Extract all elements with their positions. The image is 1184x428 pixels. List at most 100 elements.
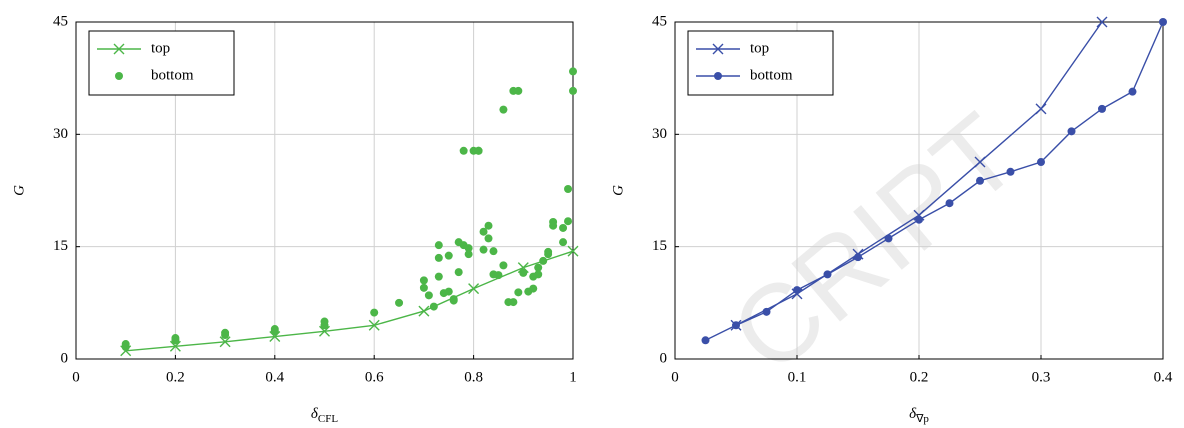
point bbox=[499, 261, 508, 270]
point bbox=[454, 268, 463, 277]
point bbox=[559, 238, 568, 247]
y-axis-label: G bbox=[610, 185, 626, 196]
point bbox=[534, 263, 543, 272]
x-tick-label: 0.4 bbox=[265, 369, 284, 385]
x-tick-label: 0.2 bbox=[910, 369, 929, 385]
point bbox=[459, 146, 468, 155]
point bbox=[424, 291, 433, 300]
plot-frame bbox=[674, 21, 1164, 360]
x-axis-label-symbol: δ bbox=[311, 406, 319, 422]
point bbox=[121, 343, 130, 352]
point bbox=[701, 336, 710, 345]
y-tick-label: 0 bbox=[61, 350, 69, 366]
legend-marker bbox=[113, 43, 125, 55]
y-axis-label: G bbox=[11, 185, 27, 196]
point bbox=[974, 156, 986, 168]
point bbox=[319, 325, 330, 337]
point bbox=[464, 250, 473, 259]
point bbox=[434, 272, 443, 281]
point bbox=[539, 256, 548, 265]
legend-label: bottom bbox=[750, 67, 793, 83]
point bbox=[1128, 87, 1137, 96]
point bbox=[219, 336, 231, 348]
point bbox=[823, 270, 832, 279]
point bbox=[1098, 104, 1106, 113]
point bbox=[509, 298, 518, 307]
point bbox=[395, 298, 404, 307]
point bbox=[559, 223, 568, 232]
point bbox=[567, 245, 579, 257]
point bbox=[368, 319, 380, 331]
plot-frame bbox=[75, 21, 574, 360]
x-tick-label: 0 bbox=[671, 369, 679, 385]
point bbox=[1159, 18, 1167, 26]
y-tick-label: 45 bbox=[652, 13, 667, 29]
point bbox=[370, 308, 379, 317]
point bbox=[569, 67, 577, 76]
point bbox=[449, 296, 458, 305]
point bbox=[544, 247, 553, 256]
x-tick-label: 0.6 bbox=[365, 369, 384, 385]
point bbox=[468, 283, 480, 295]
point bbox=[444, 287, 453, 296]
legend-marker bbox=[115, 72, 123, 80]
point bbox=[529, 284, 538, 293]
x-axis-label-subscript: ∇p bbox=[915, 413, 929, 425]
point bbox=[534, 270, 543, 279]
legend: top bottom bbox=[687, 30, 834, 96]
y-tick-label: 15 bbox=[53, 238, 68, 254]
point bbox=[1037, 158, 1045, 167]
point bbox=[762, 307, 771, 316]
y-tick-label: 30 bbox=[53, 126, 68, 142]
legend-label: bottom bbox=[151, 67, 194, 83]
point bbox=[479, 227, 488, 236]
x-tick-label: 1 bbox=[569, 369, 577, 385]
point bbox=[221, 331, 230, 340]
y-tick-label: 45 bbox=[53, 13, 68, 29]
y-tick-label: 0 bbox=[660, 350, 668, 366]
point bbox=[1035, 103, 1047, 115]
point bbox=[419, 276, 428, 285]
point bbox=[494, 271, 503, 280]
x-tick-label: 0.1 bbox=[788, 369, 807, 385]
x-tick-label: 0.8 bbox=[464, 369, 483, 385]
point bbox=[484, 221, 493, 230]
point bbox=[884, 234, 893, 243]
point bbox=[569, 86, 577, 95]
point bbox=[564, 185, 573, 194]
point bbox=[479, 245, 488, 254]
point bbox=[1067, 127, 1076, 136]
point bbox=[793, 286, 801, 295]
y-tick-label: 30 bbox=[652, 126, 667, 142]
point bbox=[474, 146, 483, 155]
point bbox=[464, 244, 473, 253]
point bbox=[549, 217, 558, 226]
point bbox=[514, 86, 523, 95]
point bbox=[732, 321, 740, 330]
legend-label: top bbox=[151, 40, 170, 56]
legend: top bottom bbox=[88, 30, 235, 96]
x-tick-label: 0.2 bbox=[166, 369, 185, 385]
point bbox=[564, 217, 573, 226]
point bbox=[976, 176, 984, 185]
legend-marker bbox=[714, 72, 722, 80]
point bbox=[270, 327, 279, 336]
point bbox=[169, 340, 181, 352]
point bbox=[1006, 167, 1015, 176]
legend-label: top bbox=[750, 40, 769, 56]
series-line bbox=[705, 21, 1164, 341]
x-tick-label: 0.4 bbox=[1154, 369, 1173, 385]
point bbox=[320, 321, 329, 330]
point bbox=[419, 283, 428, 292]
point bbox=[945, 199, 954, 208]
point bbox=[171, 336, 180, 345]
point bbox=[854, 253, 862, 262]
x-axis-label-subscript: CFL bbox=[318, 413, 338, 425]
point bbox=[514, 288, 523, 297]
x-axis-label-symbol: δ bbox=[909, 406, 917, 422]
point bbox=[429, 302, 438, 311]
point bbox=[418, 305, 430, 317]
point bbox=[444, 251, 453, 260]
point bbox=[915, 215, 923, 224]
